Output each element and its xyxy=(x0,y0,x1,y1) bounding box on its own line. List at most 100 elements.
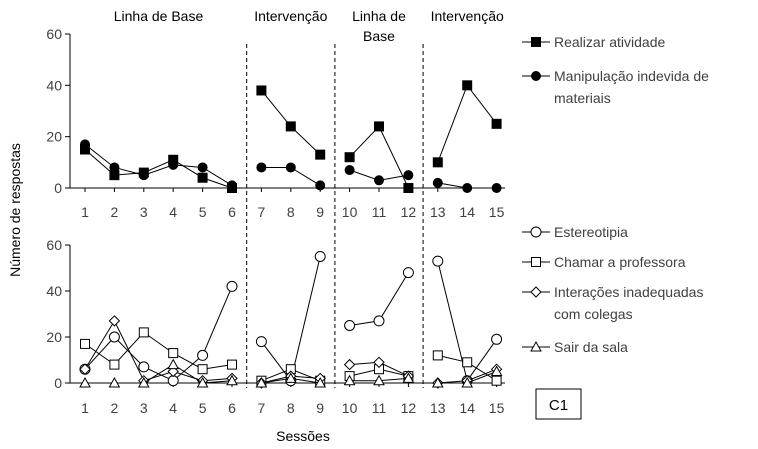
x-tick-label: 3 xyxy=(140,204,148,220)
chart-legend: Realizar atividade Manipulação indevida d… xyxy=(522,34,709,355)
x-tick-label: 7 xyxy=(258,204,266,220)
legend-entry: Estereotipia xyxy=(522,224,628,240)
data-point xyxy=(314,376,327,388)
x-tick-label: 14 xyxy=(459,400,475,416)
data-point xyxy=(255,336,267,348)
phase-label-line: Intervenção xyxy=(254,8,327,24)
data-point xyxy=(344,152,355,163)
phase-label: Intervenção xyxy=(254,8,327,24)
series-line xyxy=(84,149,233,189)
y-tick-label: 60 xyxy=(46,26,62,42)
legend-entry: Chamar a professora xyxy=(522,254,686,270)
series-triangle-open xyxy=(79,358,503,388)
x-tick-label: 9 xyxy=(316,400,324,416)
series-line xyxy=(85,364,233,384)
data-point xyxy=(374,175,384,186)
data-point xyxy=(462,357,473,368)
data-point xyxy=(138,361,150,373)
x-tick-label: 7 xyxy=(258,400,266,416)
data-point xyxy=(80,338,90,349)
data-point xyxy=(197,162,208,173)
y-tick-label: 20 xyxy=(46,329,62,345)
y-tick-label: 40 xyxy=(46,77,62,93)
phase-label-line: Intervenção xyxy=(431,8,504,24)
data-point xyxy=(462,80,473,91)
data-point xyxy=(138,170,149,181)
data-point xyxy=(491,183,502,193)
x-tick-label: 10 xyxy=(342,204,358,220)
legend-label: Estereotipia xyxy=(554,224,628,240)
data-point xyxy=(197,172,208,183)
series-line xyxy=(84,319,233,382)
legend-marker xyxy=(530,286,542,298)
data-point xyxy=(285,121,296,132)
data-point xyxy=(403,170,414,181)
legend-marker xyxy=(531,71,541,81)
y-tick-label: 40 xyxy=(46,283,62,299)
x-tick-label: 2 xyxy=(111,400,119,416)
data-point xyxy=(462,183,473,193)
x-tick-label: 4 xyxy=(169,400,177,416)
x-tick-label: 13 xyxy=(430,204,446,220)
x-tick-label: 8 xyxy=(287,400,295,416)
data-point xyxy=(491,333,503,345)
x-tick-label: 8 xyxy=(287,204,295,220)
x-tick-label: 5 xyxy=(199,400,207,416)
data-point xyxy=(256,85,267,96)
data-point xyxy=(343,374,356,386)
data-point xyxy=(461,376,474,388)
y-axis-title: Número de respostas xyxy=(7,143,23,277)
data-point xyxy=(168,348,179,359)
legend-label: materiais xyxy=(554,90,611,106)
x-tick-label: 9 xyxy=(316,204,324,220)
data-point xyxy=(373,315,385,327)
data-point xyxy=(343,358,356,371)
data-point xyxy=(403,183,414,193)
phase-label-line: Linha de xyxy=(352,8,406,24)
x-tick-label: 1 xyxy=(81,204,89,220)
data-point xyxy=(432,177,443,188)
series-circle-open xyxy=(79,251,503,387)
phase-label-line: Base xyxy=(363,28,395,44)
data-point xyxy=(196,376,209,388)
data-point xyxy=(108,331,120,343)
phase-label: Linha de Base xyxy=(352,8,406,44)
data-point xyxy=(491,375,502,386)
series-line xyxy=(261,256,321,382)
data-point xyxy=(227,359,237,370)
data-point xyxy=(108,315,121,327)
legend-label: Realizar atividade xyxy=(554,34,665,50)
x-tick-label: 13 xyxy=(430,400,446,416)
legend-label: Chamar a professora xyxy=(554,254,686,270)
x-tick-label: 5 xyxy=(199,204,207,220)
chart-frame: Linha de Base Intervenção Linha de Base Inte… xyxy=(46,8,505,416)
condition-badge-box xyxy=(535,388,582,420)
data-point xyxy=(314,251,326,262)
series-line xyxy=(437,84,497,163)
data-point xyxy=(226,280,238,292)
chart-series xyxy=(79,80,503,389)
series-circle-filled xyxy=(80,139,502,193)
legend-marker xyxy=(530,226,542,238)
legend-marker xyxy=(531,257,541,267)
y-tick-label: 0 xyxy=(54,375,62,391)
data-point xyxy=(374,121,384,132)
legend-marker xyxy=(531,37,541,47)
data-point xyxy=(285,162,296,173)
y-tick-label: 60 xyxy=(46,237,62,253)
data-point xyxy=(137,376,150,388)
data-point xyxy=(431,376,444,388)
data-point xyxy=(373,374,385,386)
data-point xyxy=(315,149,326,160)
legend-entry: Realizar atividade xyxy=(522,34,665,50)
legend-entry: Manipulação indevida de materiais xyxy=(522,68,709,106)
data-point xyxy=(108,376,121,388)
data-point xyxy=(226,374,238,386)
x-tick-label: 12 xyxy=(401,400,417,416)
data-point xyxy=(167,358,180,370)
x-tick-label: 6 xyxy=(228,400,236,416)
data-point xyxy=(490,365,503,376)
x-tick-label: 12 xyxy=(401,204,417,220)
data-point xyxy=(138,327,149,338)
